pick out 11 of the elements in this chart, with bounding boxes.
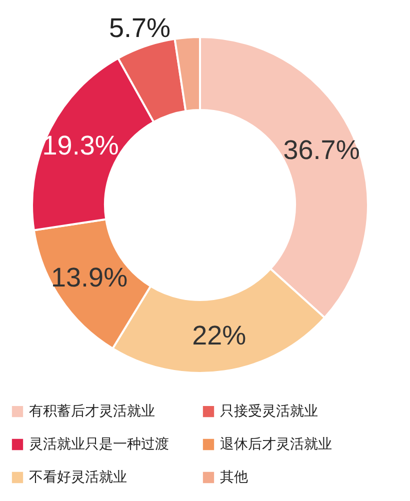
legend-label: 其他	[220, 470, 248, 486]
data-label: 13.9%	[51, 262, 128, 293]
data-label: 36.7%	[283, 135, 360, 166]
legend-label: 只接受灵活就业	[220, 404, 318, 420]
data-label: 19.3%	[42, 130, 119, 160]
data-label: 5.7%	[108, 13, 171, 44]
legend-label: 退休后才灵活就业	[220, 436, 332, 452]
legend-label: 不看好灵活就业	[29, 470, 127, 486]
data-label: 22%	[192, 320, 246, 351]
legend-label: 灵活就业只是一种过渡	[29, 436, 169, 452]
legend-label: 有积蓄后才灵活就业	[29, 404, 155, 420]
